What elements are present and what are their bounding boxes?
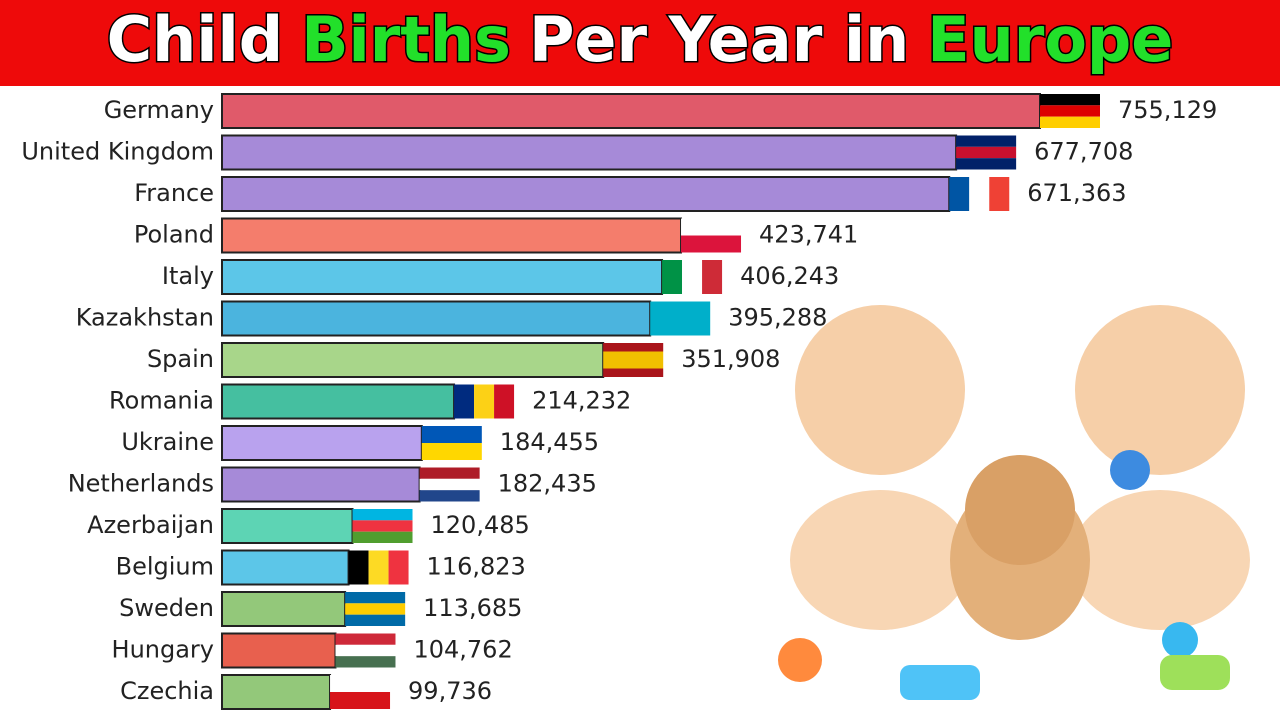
bar: [221, 466, 421, 503]
y-tick-label: France: [134, 179, 214, 207]
y-tick-label: Sweden: [119, 594, 214, 622]
value-label: 423,741: [759, 221, 858, 249]
flag: [650, 301, 711, 336]
y-tick-label: Italy: [162, 262, 214, 290]
flag: [603, 351, 664, 360]
y-tick-label: United Kingdom: [21, 138, 214, 166]
y-tick-label: Netherlands: [68, 470, 214, 498]
bar: [221, 632, 337, 669]
flag: [345, 614, 406, 626]
flag: [454, 384, 475, 419]
flag: [368, 550, 389, 585]
y-tick-label: Spain: [147, 345, 214, 373]
flag: [1040, 116, 1100, 128]
flag: [956, 135, 1017, 147]
value-label: 116,823: [427, 553, 526, 581]
y-tick-label: Kazakhstan: [76, 304, 214, 332]
flag: [949, 177, 970, 211]
flag: [421, 443, 482, 460]
flag: [335, 656, 396, 668]
bar: [221, 93, 1041, 129]
value-label: 755,129: [1118, 96, 1217, 124]
flag: [419, 490, 480, 502]
flag: [1040, 94, 1100, 106]
y-tick-label: Ukraine: [121, 428, 214, 456]
flag: [969, 177, 990, 211]
title-banner: [0, 0, 1280, 86]
value-label: 395,288: [728, 304, 827, 332]
flag: [603, 343, 664, 352]
bar: [221, 176, 951, 212]
flag: [702, 260, 723, 294]
flag: [681, 218, 742, 236]
flag: [352, 509, 413, 521]
bar: [221, 259, 664, 295]
value-label: 214,232: [532, 387, 631, 415]
flag: [348, 550, 369, 585]
title-word: Child: [107, 3, 284, 76]
flag: [330, 675, 391, 692]
flag: [419, 467, 480, 479]
y-tick-label: Czechia: [120, 677, 214, 705]
flag: [956, 158, 1017, 170]
flag: [330, 692, 391, 709]
flag: [335, 644, 396, 657]
flag: [603, 360, 664, 369]
y-tick-label: Romania: [109, 387, 214, 415]
title-word: Europe: [927, 3, 1173, 76]
flag: [603, 368, 664, 377]
flag: [494, 384, 515, 419]
value-label: 406,243: [740, 262, 839, 290]
bar: [221, 217, 683, 254]
flag: [352, 520, 413, 532]
flag: [345, 603, 406, 615]
flag: [989, 177, 1010, 211]
value-label: 677,708: [1034, 138, 1133, 166]
flag: [662, 260, 683, 294]
value-label: 351,908: [681, 345, 780, 373]
chart-title: Child Births Per Year in Europe: [107, 3, 1174, 76]
value-label: 182,435: [498, 470, 597, 498]
title-word: Per Year in: [529, 3, 909, 76]
flag: [345, 592, 406, 604]
flag: [681, 235, 742, 253]
y-tick-label: Azerbaijan: [87, 511, 214, 539]
bar: [221, 591, 347, 627]
flag: [682, 260, 703, 294]
flag: [474, 384, 495, 419]
value-label: 184,455: [500, 428, 599, 456]
value-label: 113,685: [423, 594, 522, 622]
flag: [1040, 105, 1100, 117]
title-word: Births: [301, 3, 511, 76]
flag: [352, 531, 413, 543]
y-tick-label: Belgium: [116, 553, 214, 581]
value-label: 120,485: [431, 511, 530, 539]
y-tick-label: Germany: [104, 96, 214, 124]
bar: [221, 508, 354, 544]
bar: [221, 383, 456, 420]
y-tick-label: Poland: [134, 221, 214, 249]
bar: [221, 300, 652, 337]
bar: [221, 549, 350, 586]
flag: [956, 146, 1017, 159]
value-label: 99,736: [408, 677, 492, 705]
bar: [221, 425, 423, 461]
flag: [335, 633, 396, 645]
flag: [421, 426, 482, 443]
bar: [221, 342, 605, 378]
flag: [419, 478, 480, 491]
bar: [221, 674, 332, 710]
value-label: 671,363: [1027, 179, 1126, 207]
bar: [221, 134, 958, 171]
y-tick-label: Hungary: [112, 636, 214, 664]
illustration: [778, 305, 1250, 700]
flag: [388, 550, 409, 585]
value-label: 104,762: [413, 636, 512, 664]
